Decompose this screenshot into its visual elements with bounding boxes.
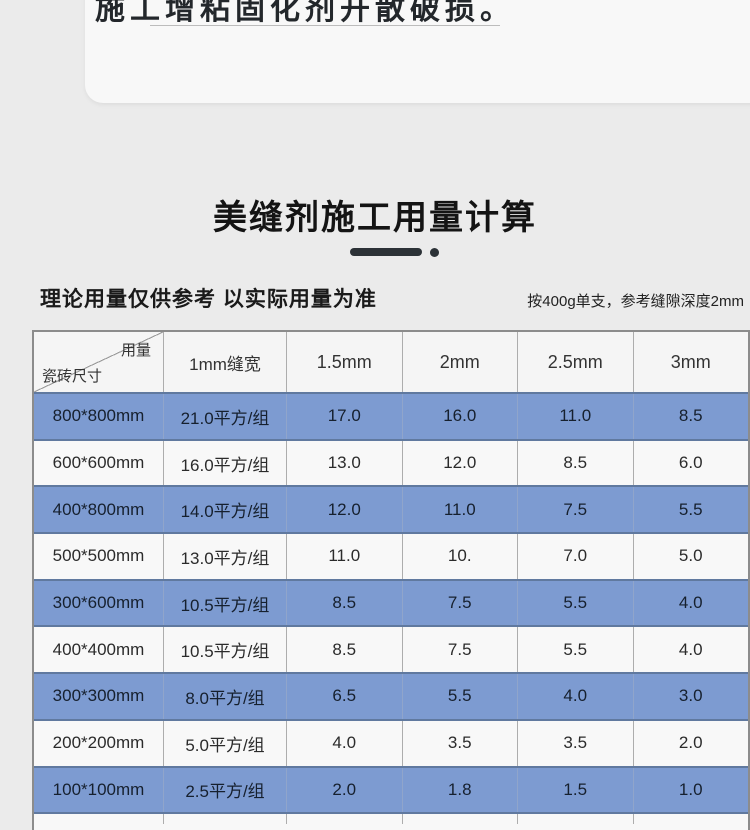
title-underline-decoration <box>0 247 750 259</box>
table-cell: 7.5 <box>517 487 633 533</box>
tile-size-cell: 800*800mm <box>52 406 145 426</box>
tile-size-cell: 400*800mm <box>52 499 145 519</box>
table-cell: 16.0 <box>401 394 518 439</box>
tile-size-cell: 300*300mm <box>52 686 145 706</box>
column-header: 1.5mm <box>286 332 402 392</box>
tile-size-cell: 600*600mm <box>52 453 145 473</box>
table-row: 300*300mm 8.0平方/组 6.5 5.5 4.0 3.0 <box>34 672 748 719</box>
clipped-top-text: 施工增粘固化剂开散破损。 <box>95 0 515 26</box>
table-row: 400*800mm 14.0平方/组 12.0 11.0 7.5 5.5 <box>34 485 749 533</box>
table-cell: 13.0平方/组 <box>163 534 286 579</box>
table-cell: 3.5 <box>401 720 518 766</box>
table-cell: 5.0 <box>632 534 749 579</box>
table-cell: 3.5 <box>517 720 633 766</box>
table-cell: 10. <box>401 534 518 579</box>
table-cell: 8.5 <box>517 440 633 486</box>
table-cell <box>632 814 749 825</box>
table-cell: 4.0 <box>632 627 749 673</box>
table-cell: 12.0 <box>401 440 518 486</box>
table-row-partial <box>34 812 749 825</box>
table-cell: 1.0 <box>632 767 749 813</box>
table-cell: 13.0 <box>286 440 402 486</box>
table-cell: 8.5 <box>286 580 402 626</box>
table-cell: 10.5平方/组 <box>163 627 286 673</box>
table-cell: 7.5 <box>401 627 518 673</box>
usage-table: 用量 瓷砖尺寸 1mm缝宽 1.5mm 2mm 2.5mm 3mm 800*80… <box>32 330 750 830</box>
table-row: 500*500mm 13.0平方/组 11.0 10. 7.0 5.0 <box>34 532 748 579</box>
corner-label-usage: 用量 <box>120 342 151 359</box>
corner-header-cell: 用量 瓷砖尺寸 <box>34 332 163 392</box>
table-cell: 4.0 <box>286 720 402 766</box>
table-cell: 8.0平方/组 <box>163 674 286 719</box>
table-body: 800*800mm 21.0平方/组 17.0 16.0 11.0 8.5 600*600m… <box>34 392 749 813</box>
usage-disclaimer-note: 理论用量仅供参考 以实际用量为准 <box>40 288 377 311</box>
table-cell: 2.5平方/组 <box>163 767 286 813</box>
table-cell: 7.0 <box>517 534 633 579</box>
underline-bar <box>350 248 422 256</box>
spec-reference-note: 按400g单支，参考缝隙深度2mm <box>527 293 744 310</box>
tile-size-cell: 100*100mm <box>52 779 145 799</box>
table-cell: 5.0平方/组 <box>163 720 286 766</box>
table-cell: 3.0 <box>632 674 749 719</box>
top-card: 施工增粘固化剂开散破损。 <box>85 0 750 103</box>
table-cell <box>163 814 286 825</box>
table-cell: 5.5 <box>517 580 633 626</box>
table-cell: 10.5平方/组 <box>163 580 286 626</box>
tile-size-cell: 500*500mm <box>52 546 145 566</box>
table-cell <box>517 814 633 825</box>
column-header: 2mm <box>401 332 518 392</box>
table-cell: 21.0平方/组 <box>163 394 286 439</box>
page-title: 美缝剂施工用量计算 <box>213 199 537 237</box>
tile-size-cell: 400*400mm <box>52 639 145 659</box>
tile-size-cell: 200*200mm <box>52 733 145 753</box>
table-cell <box>401 814 518 825</box>
table-cell: 7.5 <box>401 580 518 626</box>
table-header-row: 用量 瓷砖尺寸 1mm缝宽 1.5mm 2mm 2.5mm 3mm <box>34 332 748 392</box>
corner-label-tile-size: 瓷砖尺寸 <box>42 368 103 385</box>
table-cell: 1.5 <box>517 767 633 813</box>
table-cell: 4.0 <box>517 674 633 719</box>
table-cell: 11.0 <box>517 394 633 439</box>
table-cell: 2.0 <box>632 720 749 766</box>
table-cell: 5.5 <box>401 674 518 719</box>
table-cell: 12.0 <box>286 487 402 533</box>
table-cell: 5.5 <box>517 627 633 673</box>
tile-size-cell: 300*600mm <box>52 593 145 613</box>
table-cell: 16.0平方/组 <box>163 440 286 486</box>
top-divider <box>150 25 500 26</box>
column-header: 2.5mm <box>517 332 633 392</box>
table-cell: 6.0 <box>632 440 749 486</box>
table-row: 400*400mm 10.5平方/组 8.5 7.5 5.5 4.0 <box>34 625 749 673</box>
table-row: 600*600mm 16.0平方/组 13.0 12.0 8.5 6.0 <box>34 438 749 486</box>
table-cell: 17.0 <box>286 394 402 439</box>
table-row: 200*200mm 5.0平方/组 4.0 3.5 3.5 2.0 <box>34 718 749 766</box>
table-row: 300*600mm 10.5平方/组 8.5 7.5 5.5 4.0 <box>34 578 749 626</box>
table-row: 800*800mm 21.0平方/组 17.0 16.0 11.0 8.5 <box>34 392 748 439</box>
table-cell: 1.8 <box>401 767 518 813</box>
table-cell: 2.0 <box>286 767 402 813</box>
column-header: 1mm缝宽 <box>163 332 286 392</box>
table-cell: 8.5 <box>632 394 749 439</box>
table-cell: 4.0 <box>632 580 749 626</box>
column-header: 3mm <box>632 332 749 392</box>
table-cell <box>34 814 163 824</box>
table-cell: 5.5 <box>632 487 749 533</box>
table-row: 100*100mm 2.5平方/组 2.0 1.8 1.5 1.0 <box>34 765 749 813</box>
table-cell: 11.0 <box>286 534 402 579</box>
table-cell: 14.0平方/组 <box>163 487 286 533</box>
table-cell: 11.0 <box>401 487 518 533</box>
table-cell: 8.5 <box>286 627 402 673</box>
table-cell: 6.5 <box>286 674 402 719</box>
table-cell <box>286 814 402 825</box>
underline-dot <box>430 248 439 257</box>
